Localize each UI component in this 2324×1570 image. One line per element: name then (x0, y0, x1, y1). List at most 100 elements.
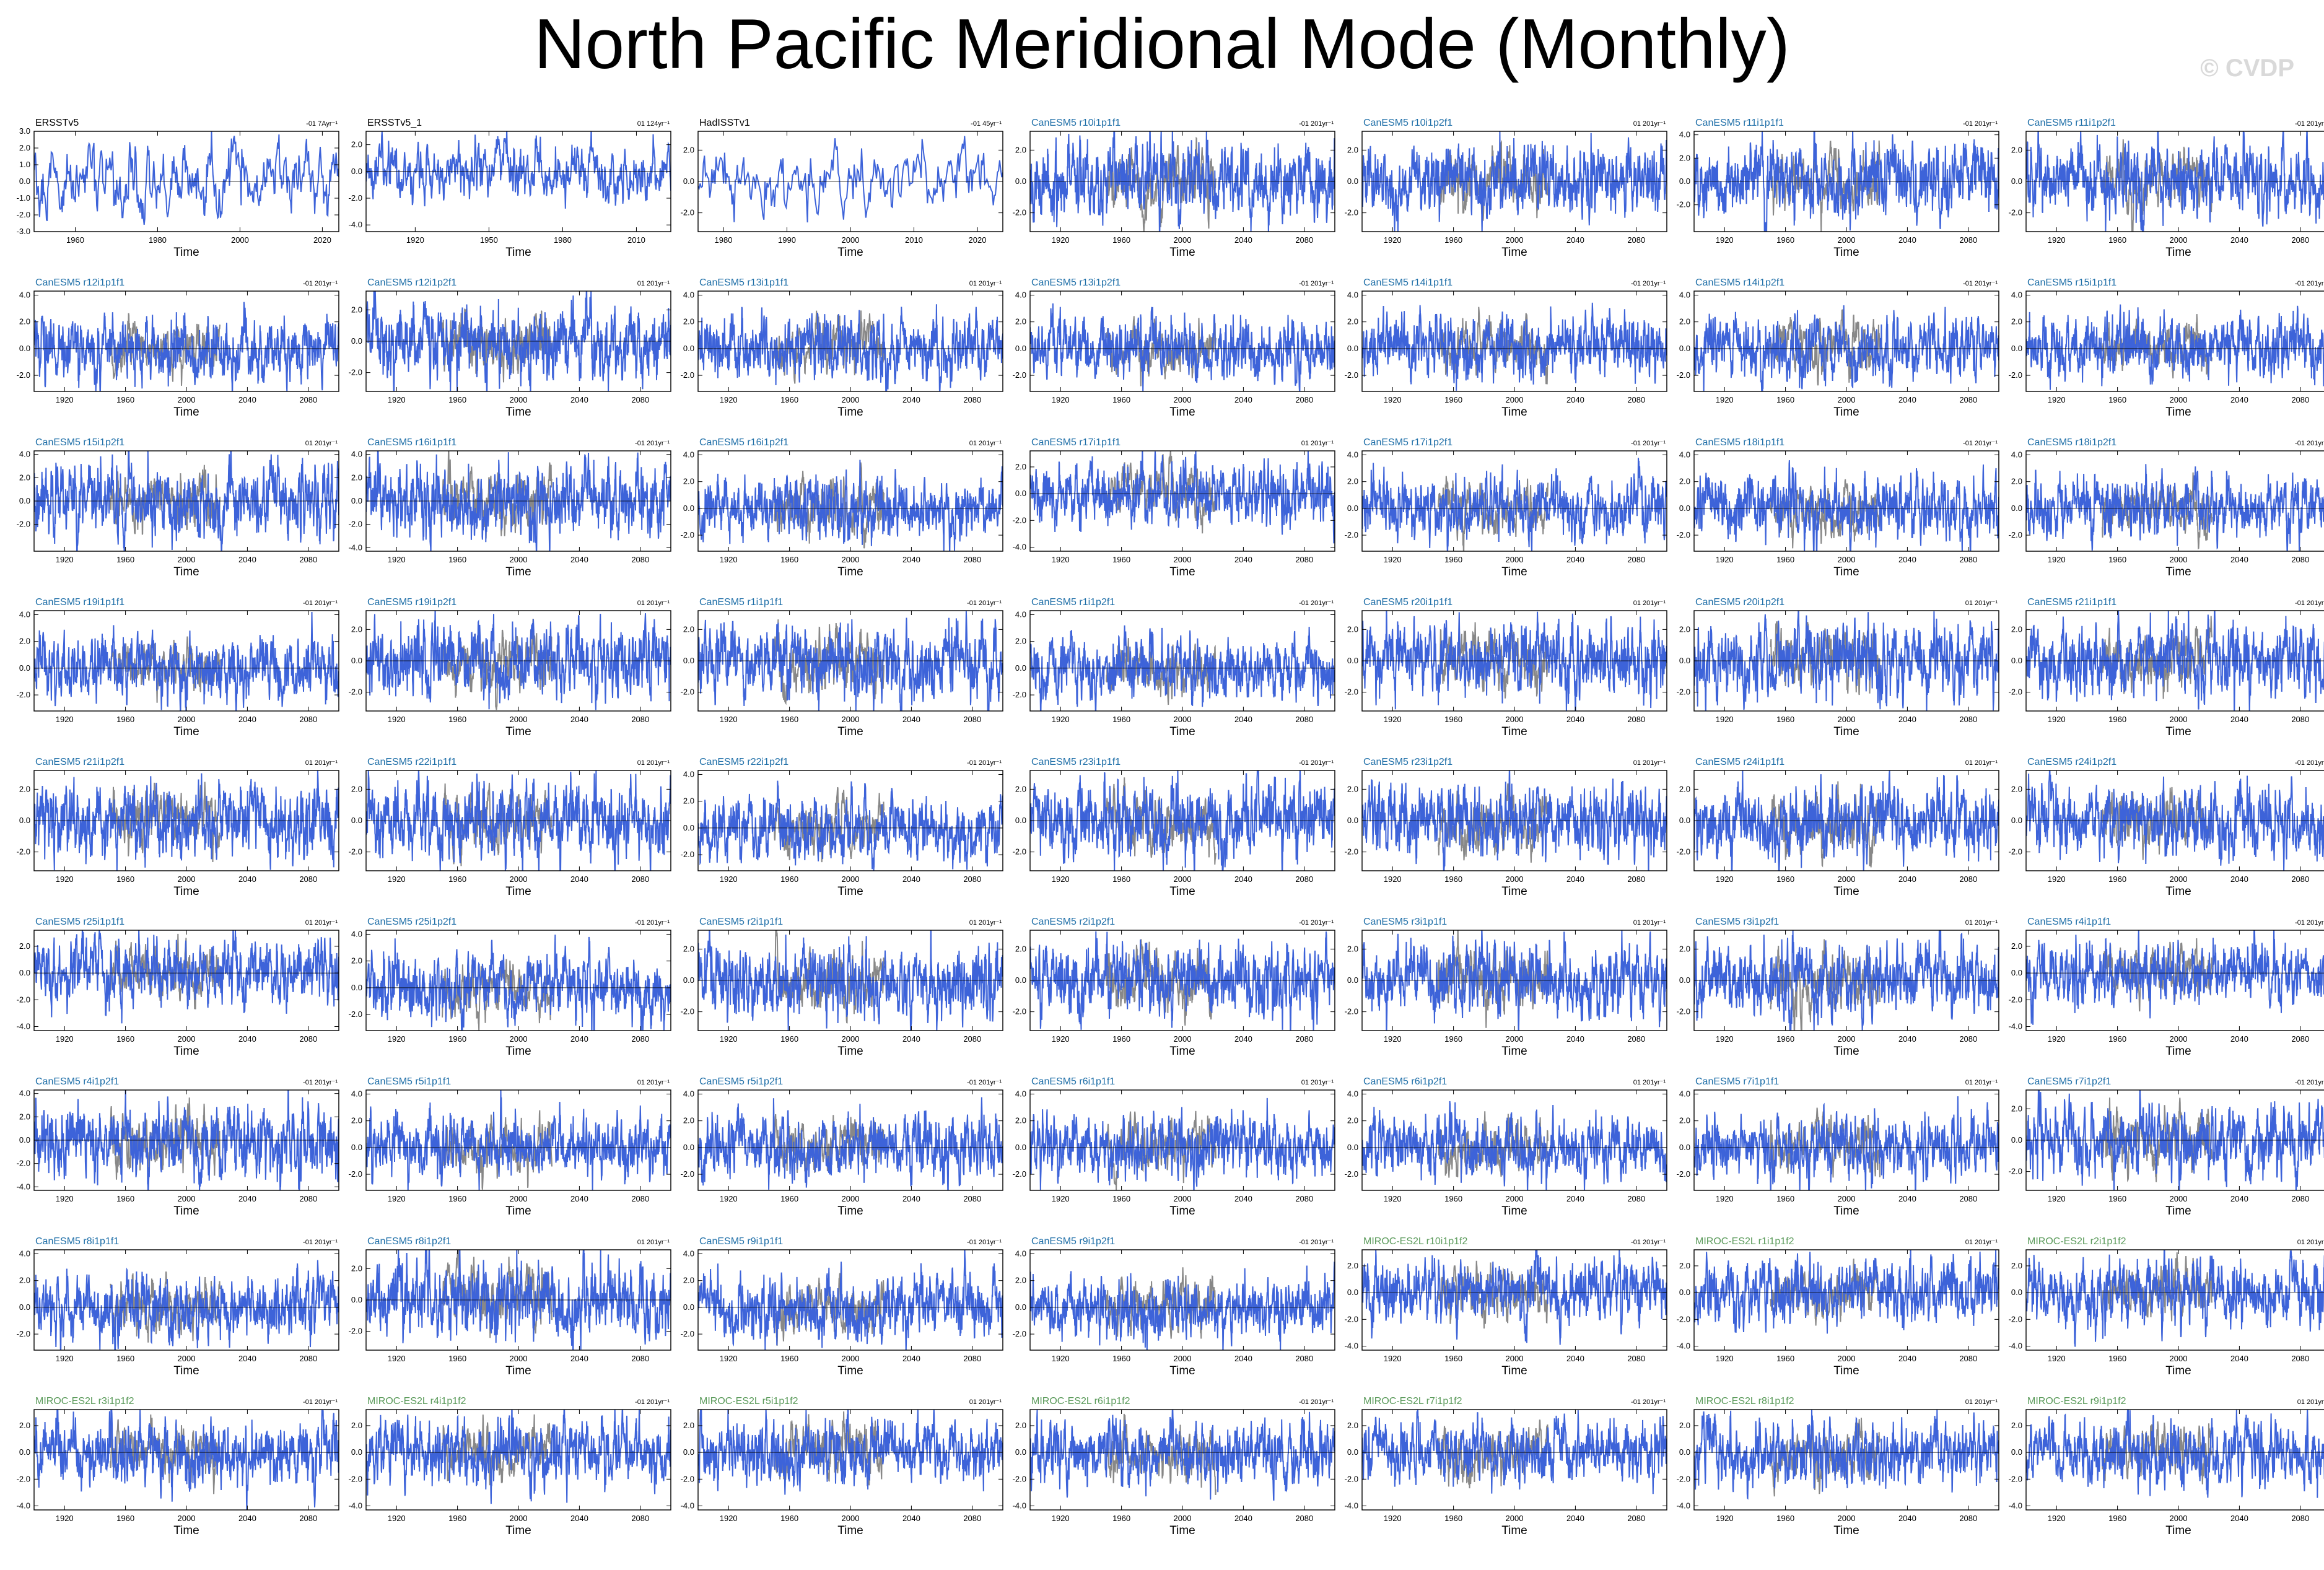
x-axis-label: Time (837, 1205, 863, 1218)
y-tick-label: -2.0 (1345, 687, 1358, 697)
x-tick-label: 2040 (902, 1514, 920, 1523)
y-tick-label: 2.0 (2011, 1104, 2022, 1113)
series-line (1030, 131, 1335, 232)
x-tick-label: 2040 (570, 395, 588, 404)
x-tick-label: 1920 (1052, 1194, 1070, 1203)
panel-title: CanESM5 r15i1p1f1 (2027, 277, 2116, 288)
x-tick-label: 1920 (1052, 555, 1070, 564)
y-tick-label: -2.0 (1677, 847, 1690, 857)
y-tick-label: 0.0 (1015, 177, 1026, 186)
x-tick-label: 2040 (2230, 874, 2248, 884)
series-line (34, 930, 339, 1024)
series-line (34, 451, 339, 551)
x-tick-label: 1960 (2108, 1514, 2126, 1523)
y-tick-label: 1.0 (19, 160, 30, 169)
y-tick-label: -2.0 (2009, 1167, 2022, 1176)
x-tick-label: 2080 (631, 1194, 649, 1203)
x-tick-label: 1920 (2048, 1354, 2066, 1363)
x-tick-label: 1920 (1052, 874, 1070, 884)
x-axis-label: Time (1833, 885, 1859, 898)
y-tick-label: 2.0 (683, 944, 694, 953)
npmm-panel: CanESM5 r16i1p1f1 -01 201yr⁻¹ -4.0 -2.0 0.0 2… (349, 437, 671, 578)
y-tick-label: -2.0 (1345, 847, 1358, 857)
y-tick-label: -4.0 (1677, 1501, 1690, 1511)
y-tick-label: 4.0 (19, 450, 30, 459)
reference-series-line (774, 1411, 885, 1486)
y-tick-label: 0.0 (683, 344, 694, 353)
x-axis-label: Time (1501, 1045, 1527, 1058)
y-tick-label: -2.0 (681, 850, 694, 859)
panel-title: CanESM5 r8i1p2f1 (367, 1236, 451, 1247)
x-tick-label: 1960 (1444, 555, 1462, 564)
x-tick-label: 1960 (116, 395, 134, 404)
x-tick-label: 2080 (1959, 715, 1977, 724)
trend-label: -01 201yr⁻¹ (1299, 120, 1334, 128)
npmm-panel: CanESM5 r8i1p1f1 -01 201yr⁻¹ -2.0 0.0 2.0 4.0… (17, 1236, 339, 1377)
x-tick-label: 2000 (1174, 1034, 1192, 1044)
panel-title: CanESM5 r11i1p2f1 (2027, 118, 2116, 128)
x-axis-label: Time (1833, 246, 1859, 259)
y-tick-label: 0.0 (1015, 975, 1026, 985)
x-tick-label: 2080 (1295, 235, 1313, 245)
trend-label: 01 201yr⁻¹ (1301, 440, 1334, 447)
y-tick-label: 4.0 (1679, 450, 1690, 459)
trend-label: -01 201yr⁻¹ (1299, 280, 1334, 287)
series-line (34, 1260, 339, 1350)
y-tick-label: -4.0 (1013, 543, 1026, 552)
x-axis-label: Time (837, 885, 863, 898)
x-tick-label: 1920 (388, 715, 406, 724)
y-tick-label: 0.0 (1347, 816, 1358, 825)
y-tick-label: 0.0 (1347, 504, 1358, 513)
npmm-panel: CanESM5 r1i1p2f1 -01 201yr⁻¹ -2.0 0.0 2.0 4.0… (1013, 597, 1335, 738)
x-tick-label: 2000 (1174, 1194, 1192, 1203)
panel-title: CanESM5 r17i1p2f1 (1363, 437, 1452, 448)
x-axis-label: Time (837, 565, 863, 578)
panel-title: CanESM5 r23i1p2f1 (1363, 757, 1452, 767)
trend-label: 01 201yr⁻¹ (305, 919, 338, 927)
npmm-panel: CanESM5 r17i1p1f1 01 201yr⁻¹ -4.0 -2.0 0.0 2.… (1013, 437, 1335, 578)
y-tick-label: 0.0 (1679, 504, 1690, 513)
x-tick-label: 2080 (1959, 555, 1977, 564)
series-line (698, 611, 1003, 711)
x-tick-label: 1980 (554, 235, 572, 245)
npmm-panel: HadISSTv1 -01 45yr⁻¹ -2.0 0.0 2.0 1980 1990 200… (681, 118, 1003, 259)
x-tick-label: 2000 (510, 874, 528, 884)
x-tick-label: 2080 (963, 1194, 981, 1203)
y-tick-label: 4.0 (2011, 290, 2022, 299)
y-tick-label: 2.0 (19, 941, 30, 951)
y-tick-label: -2.0 (1013, 847, 1026, 857)
x-tick-label: 2040 (902, 555, 920, 564)
npmm-panel: CanESM5 r21i1p2f1 01 201yr⁻¹ -2.0 0.0 2.0 192… (17, 757, 339, 898)
x-tick-label: 1920 (388, 1194, 406, 1203)
y-tick-label: 4.0 (1347, 290, 1358, 299)
x-tick-label: 2040 (1566, 874, 1584, 884)
series-line (1694, 131, 1999, 232)
plot-frame (365, 131, 671, 232)
x-tick-label: 2000 (178, 715, 196, 724)
panel-title: CanESM5 r19i1p1f1 (35, 597, 124, 608)
npmm-panel: CanESM5 r16i1p2f1 01 201yr⁻¹ -2.0 0.0 2.0 4.0… (681, 437, 1003, 578)
y-tick-label: -4.0 (681, 1501, 694, 1511)
y-tick-label: 2.0 (1679, 1261, 1690, 1270)
x-axis-label: Time (173, 565, 199, 578)
x-axis-label: Time (1501, 565, 1527, 578)
y-tick-label: -2.0 (1677, 200, 1690, 209)
x-tick-label: 2080 (1295, 1194, 1313, 1203)
trend-label: 01 201yr⁻¹ (305, 440, 338, 447)
reference-series-line (1770, 309, 1881, 386)
x-tick-label: 2040 (2230, 555, 2248, 564)
series-line (698, 930, 1003, 1031)
y-tick-label: -4.0 (349, 1501, 362, 1511)
panel-title: CanESM5 r12i1p2f1 (367, 277, 456, 288)
y-tick-label: -2.0 (681, 530, 694, 539)
y-tick-label: -2.0 (2009, 687, 2022, 697)
x-tick-label: 1920 (388, 1354, 406, 1363)
y-tick-label: 2.0 (1679, 624, 1690, 634)
x-tick-label: 2080 (2291, 1354, 2309, 1363)
trend-label: 01 201yr⁻¹ (2297, 1239, 2324, 1246)
x-axis-label: Time (1833, 1205, 1859, 1218)
x-tick-label: 2000 (1506, 874, 1524, 884)
y-tick-label: 2.0 (1015, 784, 1026, 793)
y-tick-label: 4.0 (19, 609, 30, 619)
